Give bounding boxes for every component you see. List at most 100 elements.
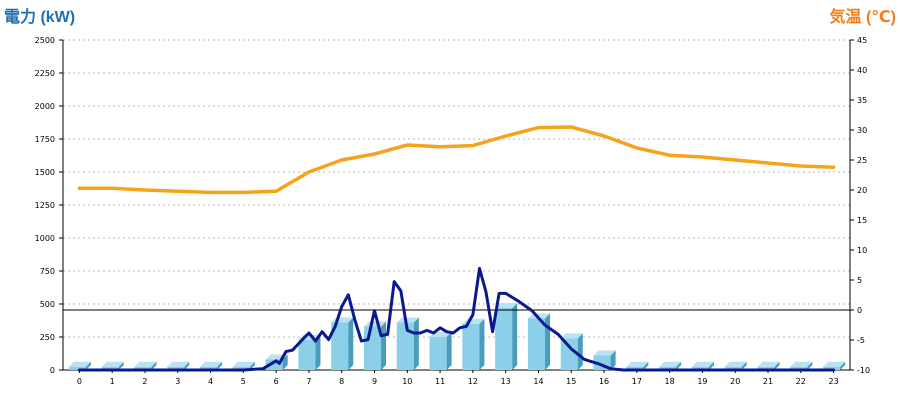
power-bar <box>298 339 316 370</box>
right-tick-label: 5 <box>857 276 862 285</box>
left-tick-label: 1750 <box>35 135 55 144</box>
axes <box>59 39 854 373</box>
power-bar-top <box>757 361 780 367</box>
x-tick-label: 22 <box>796 377 806 386</box>
power-bar-side <box>512 302 518 370</box>
right-tick-label: 25 <box>857 156 867 165</box>
right-tick-label: 20 <box>857 186 867 195</box>
power-bar-top <box>659 361 682 367</box>
left-axis-title: 電力 (kW) <box>4 7 75 26</box>
power-bar <box>757 366 775 370</box>
power-bar-top <box>593 350 616 356</box>
x-tick-label: 18 <box>665 377 675 386</box>
power-bar <box>167 366 185 370</box>
power-bar-side <box>479 318 485 370</box>
power-bar-side <box>807 361 813 370</box>
power-bar-side <box>118 361 124 370</box>
power-bar-top <box>396 317 419 323</box>
power-bar <box>659 366 677 370</box>
x-tick-label: 2 <box>142 377 147 386</box>
power-bar-top <box>560 333 583 339</box>
power-bar <box>232 366 250 370</box>
power-bar <box>724 366 742 370</box>
power-line <box>77 266 836 372</box>
power-bar-top <box>527 313 551 319</box>
power-bar-top <box>167 361 190 367</box>
right-tick-label: 35 <box>857 96 867 105</box>
power-bar-side <box>249 361 255 370</box>
power-bar <box>823 366 841 370</box>
power-bar <box>134 366 152 370</box>
power-bar-top <box>68 361 91 367</box>
power-bar-top <box>691 361 714 367</box>
power-bar <box>200 366 218 370</box>
x-tick-label: 0 <box>77 377 82 386</box>
power-bar-top <box>200 361 223 367</box>
x-tick-label: 23 <box>829 377 839 386</box>
left-tick-label: 500 <box>40 300 55 309</box>
x-tick-label: 3 <box>175 377 180 386</box>
x-tick-label: 10 <box>402 377 412 386</box>
x-tick-label: 4 <box>208 377 213 386</box>
left-tick-label: 1000 <box>35 234 55 243</box>
right-tick-label: 10 <box>857 246 867 255</box>
x-tick-label: 13 <box>501 377 511 386</box>
x-tick-label: 19 <box>697 377 707 386</box>
power-bar-side <box>85 361 91 370</box>
gridlines <box>63 39 850 338</box>
x-tick-label: 16 <box>599 377 609 386</box>
power-bar-side <box>545 313 551 370</box>
x-tick-label: 11 <box>435 377 445 386</box>
power-bar-side <box>151 361 157 370</box>
power-bar-side <box>676 361 682 370</box>
power-bar-top <box>232 361 255 367</box>
power-bar-top <box>724 361 747 367</box>
temperature-line <box>77 125 836 195</box>
x-tick-label: 21 <box>763 377 773 386</box>
x-tick-label: 7 <box>306 377 311 386</box>
power-bar <box>691 366 709 370</box>
power-bar <box>790 366 808 370</box>
power-bar-side <box>577 333 583 370</box>
power-bar-side <box>643 361 649 370</box>
power-bar <box>462 323 480 370</box>
power-bar-side <box>381 321 387 370</box>
power-bar-top <box>101 361 124 367</box>
power-bar-top <box>823 361 846 367</box>
power-bar <box>363 326 382 370</box>
right-tick-label: 0 <box>857 306 862 315</box>
power-bar <box>101 366 119 370</box>
right-tick-label: -10 <box>857 366 870 375</box>
power-bar-side <box>774 361 780 370</box>
power-bar <box>331 322 349 370</box>
power-bar-side <box>217 361 223 370</box>
left-tick-label: 1250 <box>35 201 55 210</box>
x-tick-label: 9 <box>372 377 377 386</box>
power-bar-top <box>363 321 387 327</box>
power-bar-top <box>790 361 813 367</box>
power-bar-side <box>413 317 419 370</box>
power-bar <box>396 322 414 370</box>
x-tick-label: 8 <box>339 377 344 386</box>
power-bar-side <box>184 361 190 370</box>
right-tick-label: 30 <box>857 126 867 135</box>
power-bar-top <box>626 361 649 367</box>
power-bars <box>68 302 846 370</box>
power-bar-side <box>348 317 354 370</box>
power-bar-side <box>315 334 321 370</box>
left-tick-label: 2000 <box>35 102 55 111</box>
power-bar <box>626 366 644 370</box>
series-lines <box>77 125 836 372</box>
power-bar <box>527 318 546 370</box>
power-bar-side <box>610 350 616 370</box>
x-tick-label: 20 <box>730 377 740 386</box>
tick-labels: 02505007501000125015001750200022502500-1… <box>35 36 870 386</box>
power-bar-side <box>446 332 452 370</box>
x-tick-label: 6 <box>274 377 279 386</box>
left-tick-label: 0 <box>50 366 55 375</box>
x-tick-label: 5 <box>241 377 246 386</box>
x-tick-label: 14 <box>533 377 543 386</box>
x-tick-label: 15 <box>566 377 576 386</box>
